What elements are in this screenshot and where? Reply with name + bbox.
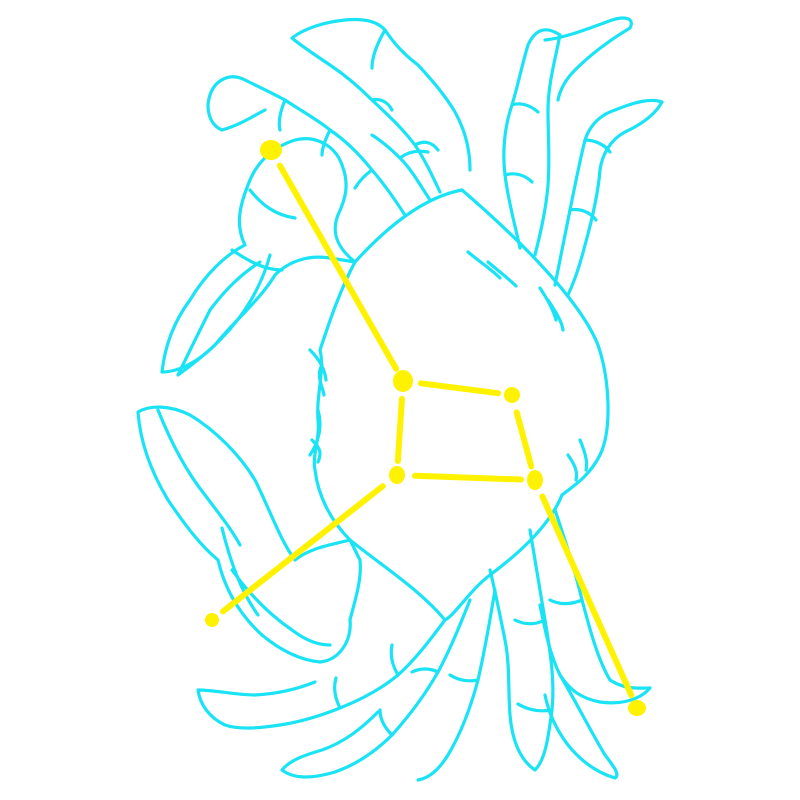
star-lower-left-claw [205,613,219,627]
upper-left-claw-pincer [176,253,272,377]
lower-left-leg-1 [196,618,447,730]
constellation-line [412,472,524,483]
constellation-line [220,483,386,615]
lower-left-claw-pincer [156,408,332,647]
lower-left-leg-3 [416,588,497,782]
upper-right-leg-1-tip [543,16,633,102]
upper-left-leg-3 [370,133,432,202]
carapace-mouth-edge [308,348,328,464]
constellation-line [394,396,405,464]
constellation-lines [220,162,635,699]
star-upper-left-body [393,370,413,392]
star-lower-right-leg [628,700,646,716]
lower-left-leg-2-segments [378,667,440,737]
constellation-line [513,409,535,470]
upper-left-leg-2-segments [370,28,440,152]
upper-right-leg-2 [553,98,664,297]
constellation-stars [205,140,646,716]
crab-carapace [312,188,610,622]
upper-left-leg-1 [206,75,407,217]
lower-left-claw [136,405,362,664]
star-upper-right-body [504,387,520,403]
lower-left-leg-1-segments [333,643,400,710]
upper-left-leg-2 [290,17,472,194]
upper-right-leg-2-segments [568,138,612,222]
upper-right-leg-1-segments [503,102,540,184]
constellation-line [276,162,400,372]
lower-right-leg-2-tip [543,673,619,780]
constellation-line [539,493,635,699]
crab-outline [136,16,664,782]
star-top-left-claw [260,140,282,160]
star-lower-right-body [527,470,543,490]
upper-left-claw-joint [230,188,297,272]
constellation-line [417,380,502,397]
star-lower-left-body [389,466,405,484]
carapace-texture [466,250,589,482]
upper-left-leg-1-segments [277,98,374,190]
upper-right-leg-1 [502,28,562,257]
lower-right-leg-2 [538,508,652,705]
lower-right-leg-2-segments [548,598,584,606]
